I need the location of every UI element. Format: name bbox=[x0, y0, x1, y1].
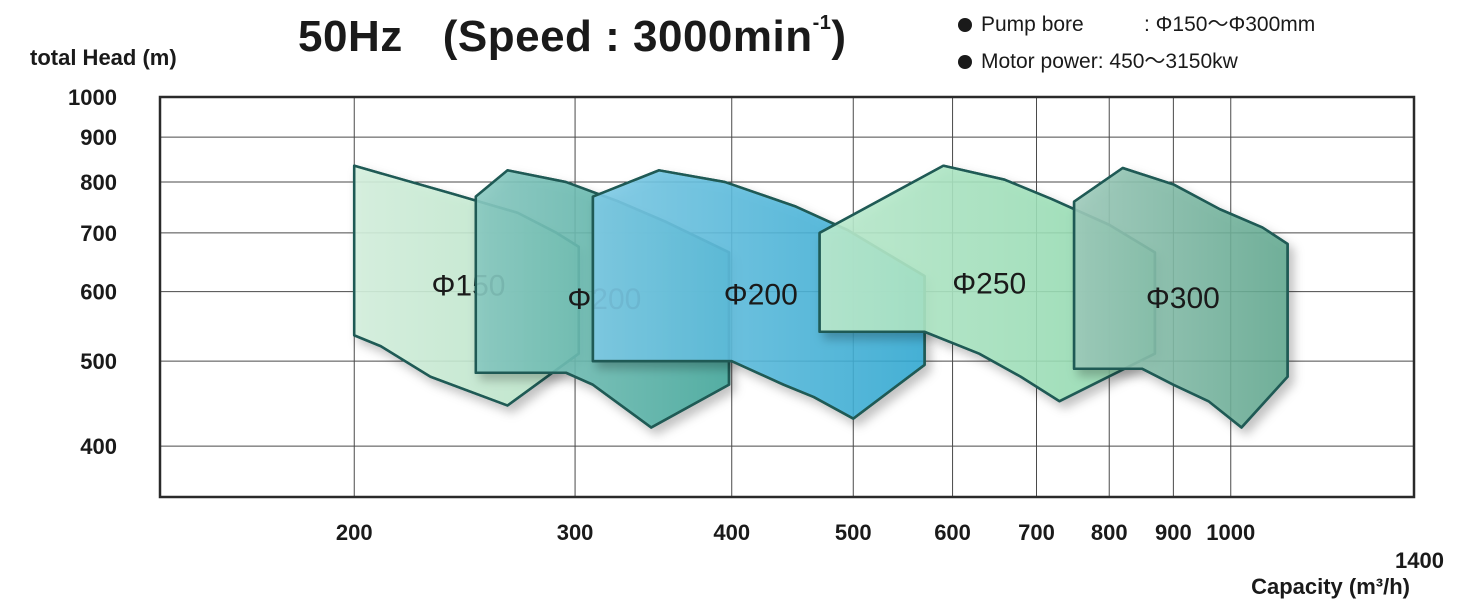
x-tick-label: 200 bbox=[336, 520, 373, 545]
spec-list: Pump bore : Φ150〜Φ300mm Motor power : 45… bbox=[958, 6, 1315, 80]
region-highlight bbox=[1074, 168, 1288, 428]
y-tick-label: 600 bbox=[80, 280, 117, 305]
title-frequency: 50Hz bbox=[298, 12, 403, 61]
x-axis-label: Capacity (m³/h) bbox=[1251, 574, 1410, 599]
region-group: Φ250 bbox=[818, 164, 1157, 403]
y-tick-labels: 400 500 600 700 800 900 1000 bbox=[68, 85, 117, 459]
x-tick-label: 1000 bbox=[1206, 520, 1255, 545]
spec-pump-bore: Pump bore : Φ150〜Φ300mm bbox=[958, 6, 1315, 43]
title-speed-suffix: ) bbox=[831, 12, 847, 61]
y-tick-label: 900 bbox=[80, 125, 117, 150]
region-outline bbox=[1072, 166, 1289, 429]
y-tick-label: 500 bbox=[80, 349, 117, 374]
plot-frame bbox=[158, 95, 1416, 499]
x-tick-labels: 200 300 400 500 600 700 800 900 1000 1400 bbox=[336, 520, 1444, 573]
spec-label: Pump bore bbox=[981, 13, 1084, 36]
x-tick-label: 700 bbox=[1018, 520, 1055, 545]
x-tick-label: 400 bbox=[713, 520, 750, 545]
spec-motor-power: Motor power : 450〜3150kw bbox=[958, 43, 1315, 80]
x-tick-label: 600 bbox=[934, 520, 971, 545]
title-speed: (Speed : 3000min-1) bbox=[443, 12, 847, 61]
title-speed-prefix: (Speed : 3000min bbox=[442, 12, 813, 61]
x-tick-label: 1400 bbox=[1395, 548, 1444, 573]
x-tick-label: 900 bbox=[1155, 520, 1192, 545]
region-label: Φ200 bbox=[724, 278, 798, 311]
chart-title: 50Hz (Speed : 3000min-1) bbox=[298, 12, 847, 62]
spec-value: : 450〜3150kw bbox=[1097, 50, 1238, 73]
y-tick-label: 1000 bbox=[68, 85, 117, 110]
region-group: Φ300 bbox=[1072, 166, 1289, 429]
x-tick-label: 800 bbox=[1091, 520, 1128, 545]
y-tick-label: 700 bbox=[80, 221, 117, 246]
y-axis-label: total Head (m) bbox=[30, 45, 177, 70]
spec-label: Motor power bbox=[981, 50, 1098, 73]
bullet-icon bbox=[958, 17, 972, 32]
region-label: Φ250 bbox=[952, 267, 1026, 300]
bullet-icon bbox=[958, 54, 972, 69]
region-label: Φ300 bbox=[1146, 282, 1220, 315]
title-speed-superscript: -1 bbox=[812, 12, 832, 34]
x-tick-label: 300 bbox=[557, 520, 594, 545]
x-tick-label: 500 bbox=[835, 520, 872, 545]
region-outline bbox=[591, 169, 926, 420]
region-highlight bbox=[819, 165, 1155, 402]
y-tick-label: 400 bbox=[80, 434, 117, 459]
spec-value: : Φ150〜Φ300mm bbox=[1144, 13, 1316, 36]
pump-regions: Φ150Φ200Φ200Φ250Φ300 bbox=[352, 164, 1289, 429]
y-tick-label: 800 bbox=[80, 170, 117, 195]
